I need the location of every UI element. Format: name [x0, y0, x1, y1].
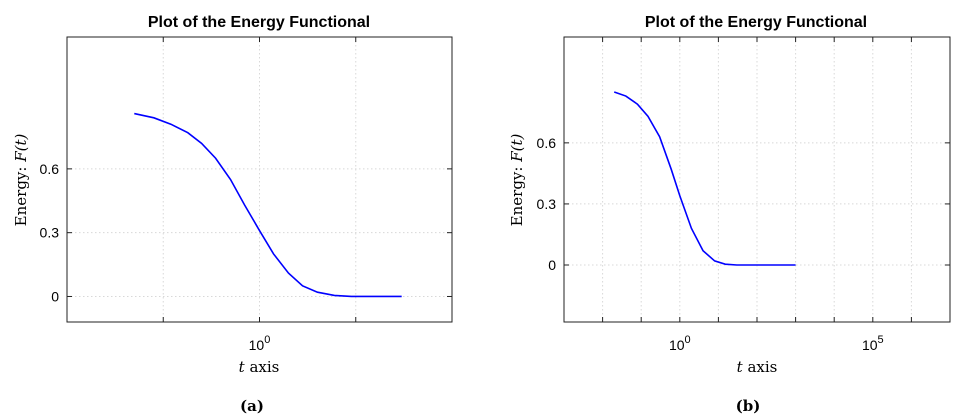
x-tick-label: 105: [862, 334, 884, 353]
ticks: 0 0.3 0.6 100: [40, 37, 452, 353]
energy-curve: [134, 112, 402, 298]
plot-frame: [66, 36, 453, 323]
ticks: 0 0.3 0.6 100 105: [537, 37, 950, 353]
series-layer: [613, 91, 796, 266]
y-tick-label: 0: [548, 257, 556, 273]
energy-curve: [613, 91, 796, 266]
series-layer: [134, 112, 402, 298]
y-axis-label: Energy: F(t): [508, 134, 526, 227]
y-tick-label: 0: [51, 288, 59, 304]
x-axis-label: t axis: [239, 358, 280, 376]
chart-title: Plot of the Energy Functional: [148, 14, 370, 31]
y-axis-label: Energy: F(t): [12, 134, 30, 227]
grid: [564, 37, 950, 322]
y-tick-label: 0.6: [40, 161, 60, 177]
chart-panel-b: Plot of the Energy Functional 0 0.3 0.6 100…: [508, 14, 951, 415]
y-tick-label: 0.3: [40, 225, 60, 241]
x-tick-label: 100: [669, 334, 691, 353]
plot-frame: [563, 36, 951, 323]
x-axis-label: t axis: [737, 358, 778, 376]
caption: (b): [736, 397, 761, 415]
chart-title: Plot of the Energy Functional: [645, 14, 867, 31]
chart-panel-a: Plot of the Energy Functional 0 0.3 0.6 100…: [12, 14, 453, 415]
y-tick-label: 0.6: [537, 135, 557, 151]
caption: (a): [240, 397, 264, 415]
grid: [67, 37, 452, 322]
x-tick-label: 100: [249, 334, 271, 353]
y-tick-label: 0.3: [537, 196, 557, 212]
